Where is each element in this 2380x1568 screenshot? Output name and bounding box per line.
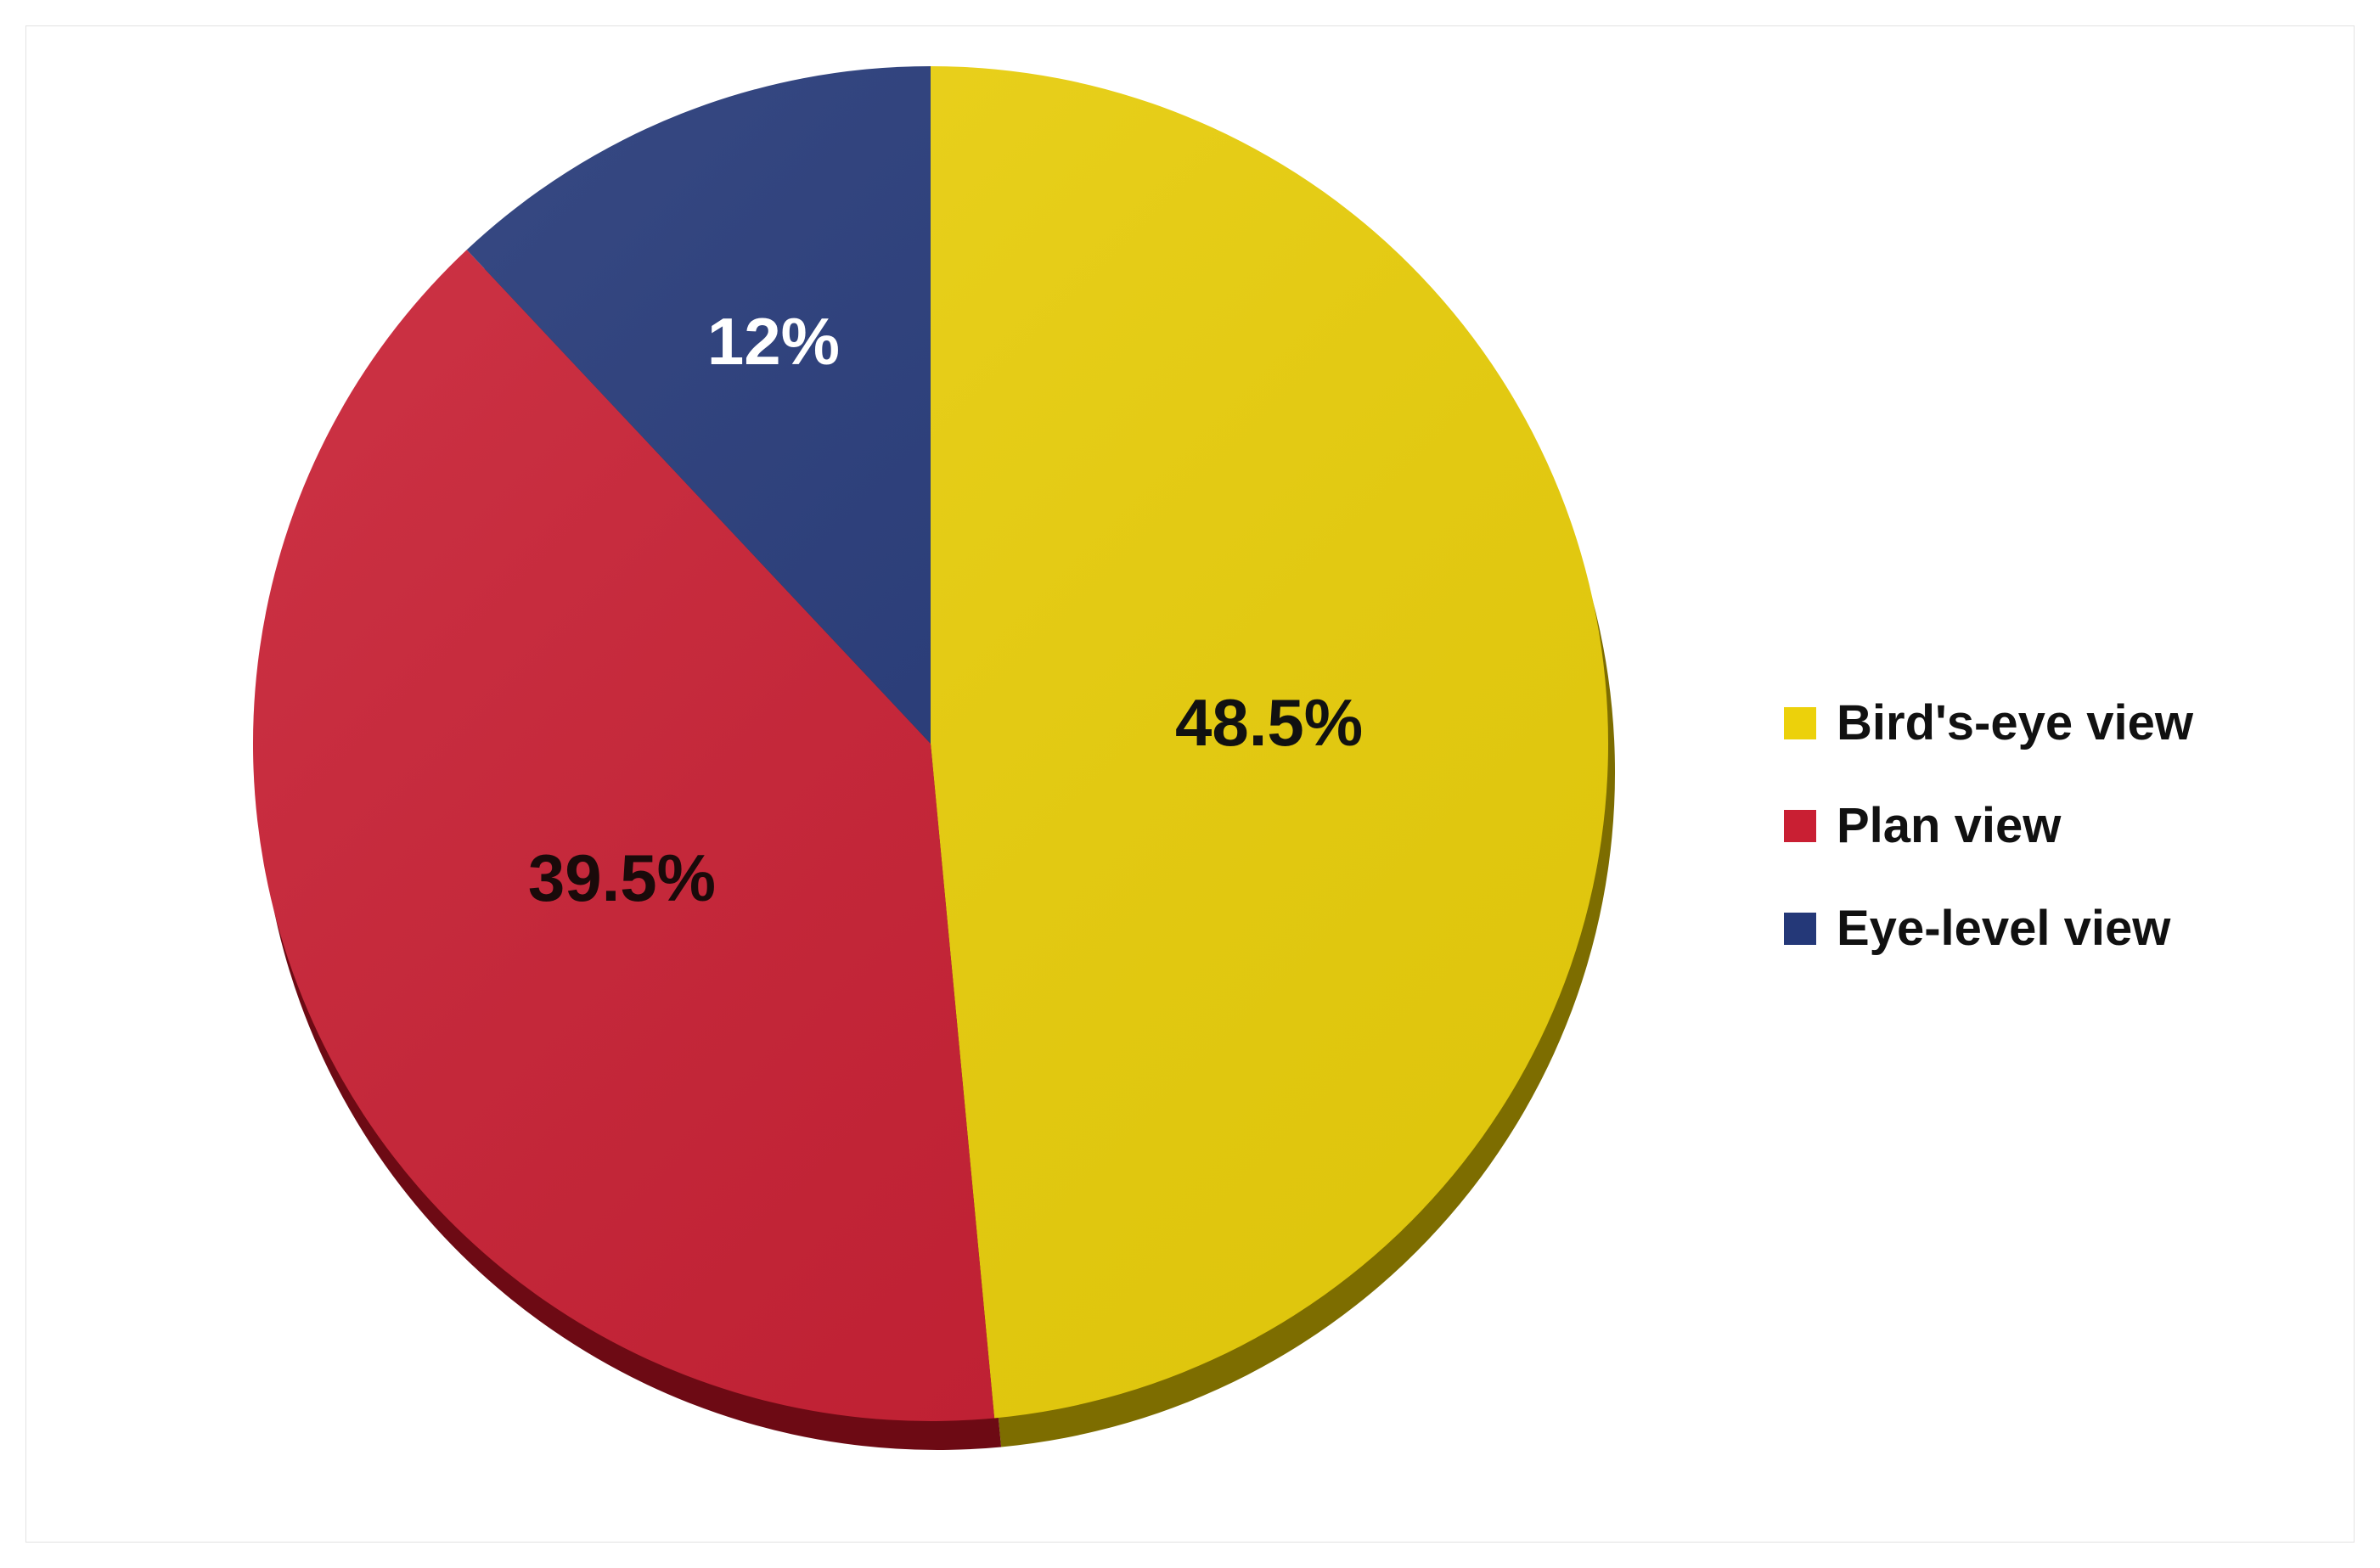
legend-item-plan-view: Plan view	[1784, 774, 2193, 877]
legend-swatch-plan-view	[1784, 809, 1816, 842]
data-label-birds-eye-view: 48.5%	[1175, 685, 1363, 760]
data-label-plan-view: 39.5%	[528, 840, 716, 915]
legend-label-plan-view: Plan view	[1837, 798, 2062, 853]
pie-sheen	[253, 66, 1608, 1421]
pie-chart: 48.5% 39.5% 12%	[252, 66, 1616, 1451]
legend-item-birds-eye-view: Bird's-eye view	[1784, 672, 2193, 774]
data-label-eye-level-view: 12%	[707, 304, 840, 379]
legend-swatch-birds-eye-view	[1784, 706, 1816, 739]
legend-swatch-eye-level-view	[1784, 912, 1816, 945]
legend: Bird's-eye view Plan view Eye-level view	[1784, 672, 2193, 980]
legend-label-eye-level-view: Eye-level view	[1837, 901, 2171, 956]
chart-area: 48.5% 39.5% 12% Bird's-eye view Plan view …	[25, 25, 2355, 1543]
legend-label-birds-eye-view: Bird's-eye view	[1837, 695, 2193, 750]
legend-item-eye-level-view: Eye-level view	[1784, 877, 2193, 980]
